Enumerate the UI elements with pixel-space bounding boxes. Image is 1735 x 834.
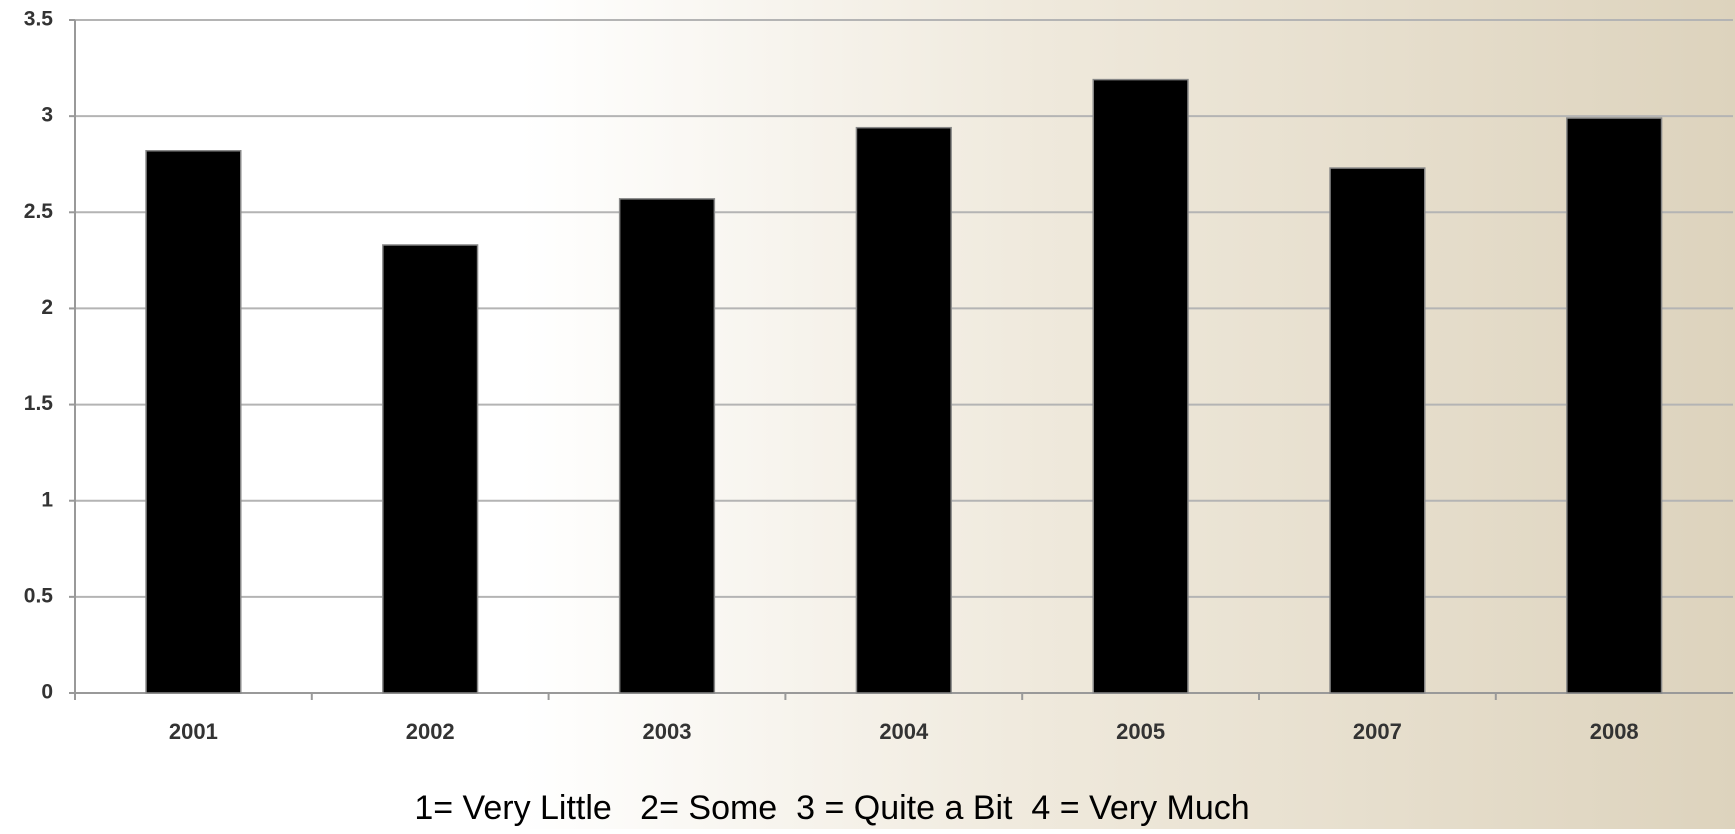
x-tick-label: 2002 [406,719,455,744]
x-tick-label: 2001 [169,719,218,744]
x-tick-label: 2005 [1116,719,1165,744]
bar [145,150,242,694]
bar [382,244,479,694]
y-tick-label: 2.5 [24,200,54,223]
x-tick-label: 2004 [879,719,929,744]
y-tick-label: 1 [41,488,53,511]
y-tick-label: 2 [41,296,53,319]
bar [1566,117,1663,694]
y-tick-label: 0 [41,681,53,704]
y-tick-label: 3 [41,104,53,127]
y-tick-label: 0.5 [24,584,54,607]
x-tick-label: 2003 [643,719,692,744]
bar [1329,167,1426,694]
bar [618,198,716,694]
y-tick-label: 3.5 [24,8,54,31]
bar [855,126,952,694]
x-tick-label: 2007 [1353,719,1402,744]
x-tick-label: 2008 [1590,719,1639,744]
annotation: 1= Very Little 2= Some 3 = Quite a Bit 4… [414,789,1249,827]
bar [1092,78,1189,694]
y-tick-label: 1.5 [24,392,54,415]
